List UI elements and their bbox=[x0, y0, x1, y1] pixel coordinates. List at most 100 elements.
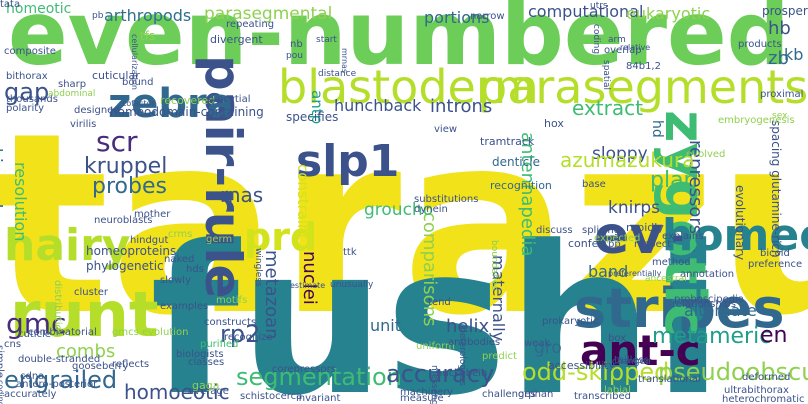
word-gro: gro bbox=[534, 338, 562, 358]
word-zebra: zebra bbox=[108, 81, 234, 127]
word-virilis: virilis bbox=[70, 119, 97, 130]
word-metazoan: metazoan bbox=[261, 250, 282, 340]
word-relationships: relationships bbox=[672, 299, 736, 310]
word-zb: zb bbox=[768, 48, 789, 69]
word-parasegments: parasegments bbox=[478, 60, 808, 114]
word-tarazu: tarazu bbox=[0, 79, 808, 370]
word-hox: hox bbox=[544, 117, 564, 130]
word-distribution: distribution bbox=[52, 280, 63, 337]
word-blastoderm: blastoderm bbox=[278, 60, 539, 114]
word-runt: runt bbox=[10, 278, 159, 351]
word-reflects: reflects bbox=[112, 359, 150, 370]
word-tfs: tfs bbox=[140, 29, 156, 43]
word-extract: extract bbox=[572, 96, 643, 120]
word-cellularization: cellularization bbox=[130, 34, 139, 90]
word-narrow: narrow bbox=[470, 11, 505, 22]
word-box: box bbox=[608, 333, 627, 344]
word-kruppel: kruppel bbox=[84, 154, 168, 179]
word-transcribed: transcribed bbox=[574, 391, 631, 402]
word-orphan: orphan bbox=[518, 389, 554, 400]
word-view: view bbox=[434, 124, 458, 135]
word-evolved: evolved bbox=[686, 149, 726, 160]
word-cns: cns bbox=[4, 339, 22, 350]
word-combinatorial: combinatorial bbox=[28, 327, 97, 338]
word-preferentially: preferentially bbox=[608, 269, 662, 278]
word-estimate: estimate bbox=[290, 281, 326, 290]
word-sex: sex bbox=[772, 111, 788, 121]
word-pou: pou bbox=[286, 51, 303, 61]
word-abdominal: abdominal bbox=[48, 89, 96, 99]
word-denticle: denticle bbox=[492, 155, 540, 169]
word-odd-skipped: odd-skipped bbox=[522, 358, 670, 386]
word-invariant: invariant bbox=[296, 393, 341, 404]
word-ancestral: ancestral bbox=[645, 274, 687, 284]
word-hairy: hairy bbox=[4, 220, 131, 271]
word-scr: scr bbox=[96, 125, 138, 158]
word-bp: bp bbox=[608, 239, 621, 250]
word-mrnas: mrnas bbox=[340, 48, 349, 74]
word-messenger: messenger bbox=[429, 365, 439, 404]
word-gaga: gaga bbox=[192, 379, 220, 392]
word-computational: computational bbox=[528, 2, 644, 21]
word-heterologous: heterologous bbox=[457, 327, 467, 386]
word-metameric: metameric bbox=[652, 324, 772, 349]
word-proximal: proximal bbox=[760, 89, 804, 100]
word-embryogenesis: embryogenesis bbox=[718, 115, 795, 126]
word-tend: tend bbox=[428, 297, 451, 308]
word-gmcs-evolution: gmcs evolution bbox=[112, 327, 189, 338]
word-tramtrack: tramtrack bbox=[480, 135, 535, 148]
word-motifs: motifs bbox=[216, 295, 248, 306]
word-homeotic: homeotic bbox=[6, 1, 72, 17]
word-ant-c: ant-c bbox=[580, 326, 701, 375]
word-alternate: alternate bbox=[684, 301, 757, 320]
word-recovered: recovered bbox=[160, 94, 216, 107]
word-engrailed: engrailed bbox=[4, 366, 118, 394]
word-heterochromatic: heterochromatic bbox=[722, 394, 805, 404]
word-respect: respect bbox=[634, 239, 672, 250]
word-cofactor: cofactor bbox=[122, 99, 155, 108]
word-corepressors: corepressors bbox=[272, 364, 336, 375]
word-sloppy: sloppy bbox=[592, 144, 648, 164]
word-rp2: rp2 bbox=[220, 320, 261, 348]
word-homeo: homeo bbox=[662, 210, 808, 261]
word-cuticle: cuticle bbox=[18, 329, 51, 340]
word-coding: coding bbox=[591, 24, 601, 55]
word-labial: labial bbox=[604, 385, 631, 396]
word-measure: measure bbox=[400, 393, 444, 404]
word-gooseberry: gooseberry bbox=[72, 361, 129, 372]
word-pseudoobscura: pseudoobscura bbox=[658, 358, 808, 386]
word-confer: confer bbox=[568, 237, 603, 250]
word-expected: expected bbox=[594, 233, 641, 244]
word-hds: hds bbox=[186, 264, 204, 275]
word-portions: portions bbox=[424, 8, 490, 27]
word-rapidly: rapidly bbox=[626, 221, 664, 234]
word-introns: introns bbox=[430, 96, 493, 117]
word-challenges: challenges bbox=[482, 389, 536, 400]
word-sharp: sharp bbox=[58, 79, 87, 90]
word-naked: naked bbox=[164, 254, 195, 265]
word-accurately: accurately bbox=[4, 389, 57, 400]
word-polarity: polarity bbox=[6, 103, 45, 114]
word-splicing: splicing bbox=[582, 225, 621, 236]
word-hierarchy-2: hierarchy bbox=[0, 148, 6, 224]
word-band: band bbox=[588, 262, 629, 281]
word-crms: crms bbox=[168, 229, 193, 240]
word-schistocerca: schistocerca bbox=[240, 391, 303, 402]
word-antero-posterior: antero-posterior bbox=[16, 379, 98, 390]
word-slowly: slowly bbox=[160, 275, 191, 286]
word-gap: gap bbox=[4, 78, 50, 106]
word-resolution: resolution bbox=[11, 162, 30, 242]
word-preference: preference bbox=[748, 259, 803, 270]
word-bithorax: bithorax bbox=[6, 71, 48, 82]
word-bound: bound bbox=[122, 77, 154, 88]
word-segmentation: segmentation bbox=[236, 363, 402, 391]
word-classes: classes bbox=[188, 357, 225, 368]
word-accessibility: accessibility bbox=[548, 359, 616, 372]
word-even-numbered: even-numbered bbox=[8, 0, 790, 85]
word-cluster: cluster bbox=[74, 287, 109, 298]
word-overlap: overlap bbox=[604, 45, 642, 56]
word-arm: arm bbox=[608, 35, 626, 45]
word-explains: explains bbox=[662, 231, 704, 242]
word-plan: plan bbox=[650, 168, 698, 193]
